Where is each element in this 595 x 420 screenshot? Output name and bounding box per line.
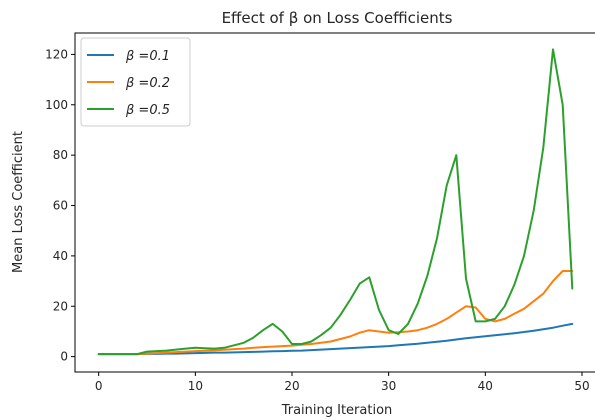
- legend-label-2: β =0.2: [125, 76, 170, 91]
- x-axis-label: Training Iteration: [281, 403, 393, 418]
- y-tick-label: 0: [60, 350, 68, 364]
- series-line-1: [97, 322, 574, 356]
- y-tick-label: 60: [53, 199, 68, 213]
- chart-title: Effect of β on Loss Coefficients: [222, 9, 453, 27]
- legend: β =0.1 β =0.2 β =0.5: [80, 37, 191, 127]
- y-tick-label: 100: [45, 98, 68, 112]
- x-tick-label: 40: [478, 379, 493, 393]
- legend-frame: [80, 37, 191, 127]
- plot-frame: [74, 32, 595, 373]
- legend-label-1: β =0.1: [125, 49, 170, 64]
- plot-area: 0 10 20 30 40 50 0 20 40 60 80 100 120: [45, 47, 590, 393]
- x-tick-label: 20: [284, 379, 299, 393]
- y-axis-label: Mean Loss Coefficient: [11, 131, 26, 273]
- y-tick-label: 40: [53, 249, 68, 263]
- y-tick-label: 120: [45, 47, 68, 61]
- legend-label-3: β =0.5: [125, 103, 170, 118]
- x-tick-label: 0: [95, 379, 103, 393]
- x-tick-label: 10: [188, 379, 203, 393]
- y-tick-label: 80: [53, 148, 68, 162]
- series-line-3: [97, 48, 574, 356]
- series-line-2: [97, 270, 574, 356]
- x-tick-label: 50: [574, 379, 589, 393]
- y-tick-label: 20: [53, 299, 68, 313]
- x-tick-label: 30: [381, 379, 396, 393]
